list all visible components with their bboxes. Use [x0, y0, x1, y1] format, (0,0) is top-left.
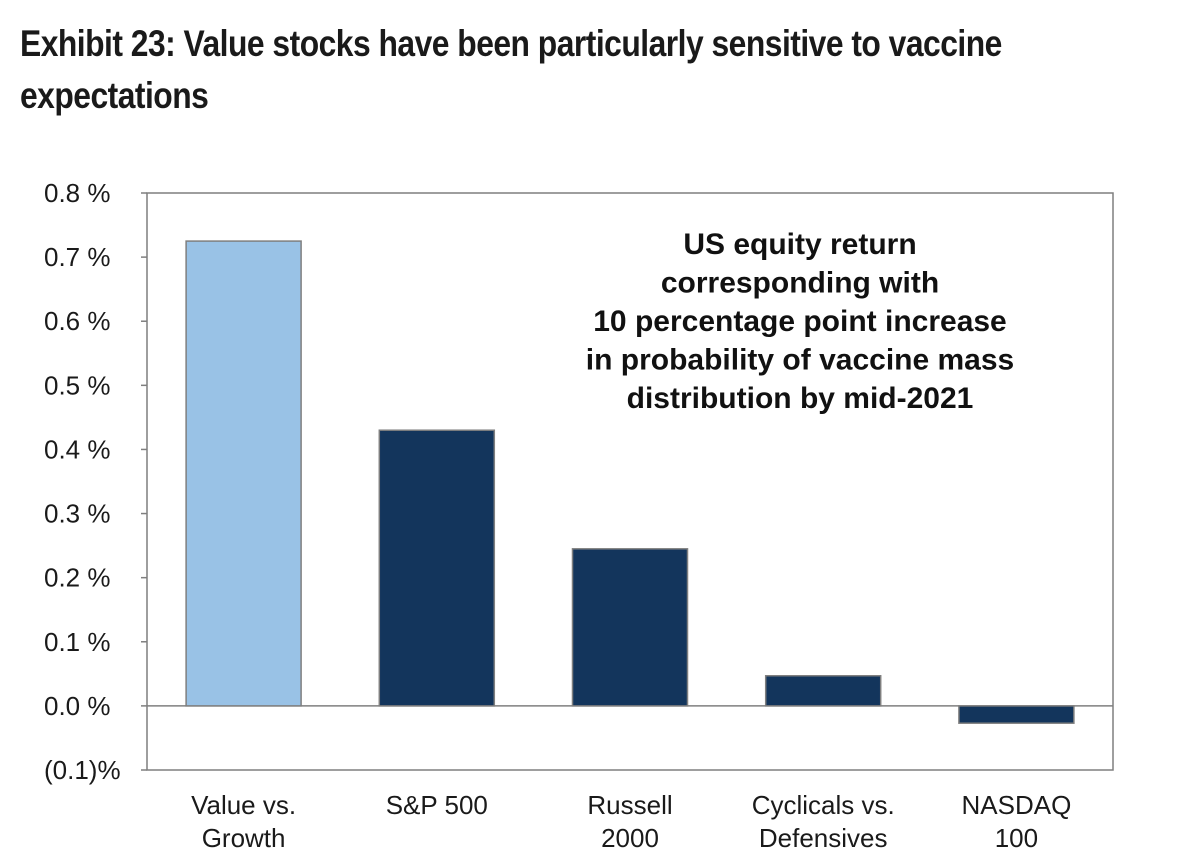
x-category-label: S&P 500 [386, 790, 488, 820]
y-tick-label: 0.2 % [44, 563, 111, 593]
x-category-label: Cyclicals vs. Defensives [752, 790, 895, 853]
y-tick-label: 0.5 % [44, 370, 111, 400]
x-category-label-line: Value vs. [191, 790, 296, 820]
annotation-line: in probability of vaccine mass [586, 344, 1014, 377]
annotation-line: US equity return [683, 228, 916, 261]
y-axis-ticks: 0.8 % 0.7 % 0.6 % 0.5 % 0.4 % 0.3 % 0.2 % 0.1 %… [44, 178, 147, 785]
bar [571, 548, 689, 707]
bar [764, 675, 882, 707]
chart-annotation: US equity return corresponding with 10 per… [586, 228, 1014, 415]
bars [185, 240, 1075, 724]
annotation-line: distribution by mid-2021 [627, 382, 974, 415]
bar [958, 705, 1075, 724]
y-tick-label: 0.6 % [44, 306, 111, 336]
chart-title-line-1: Exhibit 23: Value stocks have been parti… [20, 23, 1002, 64]
annotation-line: corresponding with [661, 267, 939, 300]
x-category-label: Russell 2000 [587, 790, 672, 853]
y-tick-label: 0.8 % [44, 178, 111, 208]
x-category-label-line: S&P 500 [386, 790, 488, 820]
x-category-label-line: Russell [587, 790, 672, 820]
bar [185, 240, 302, 707]
y-tick-label: 0.3 % [44, 499, 111, 529]
x-category-label: Value vs. Growth [191, 790, 296, 853]
x-category-label-line: Defensives [759, 823, 888, 853]
x-category-label-line: Growth [202, 823, 286, 853]
y-tick-label: (0.1)% [44, 755, 121, 785]
x-category-label-line: Cyclicals vs. [752, 790, 895, 820]
plot-area-frame [146, 192, 1114, 771]
x-category-label-line: NASDAQ [961, 790, 1071, 820]
x-category-label-line: 100 [995, 823, 1038, 853]
chart-title-line-2: expectations [20, 75, 209, 116]
y-tick-label: 0.4 % [44, 434, 111, 464]
x-axis-category-labels: Value vs. Growth S&P 500 Russell 2000 Cyclica… [191, 790, 1071, 853]
x-category-label-line: 2000 [601, 823, 659, 853]
y-tick-label: 0.1 % [44, 627, 111, 657]
annotation-line: 10 percentage point increase [593, 305, 1007, 338]
bar [378, 429, 496, 707]
chart-title: Exhibit 23: Value stocks have been parti… [20, 18, 1018, 122]
y-tick-label: 0.7 % [44, 242, 111, 272]
x-category-label: NASDAQ 100 [961, 790, 1071, 853]
y-tick-label: 0.0 % [44, 691, 111, 721]
